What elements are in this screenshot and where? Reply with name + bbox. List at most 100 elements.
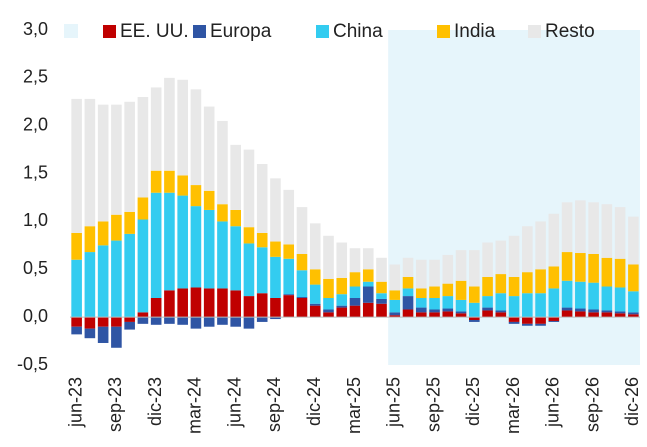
bars	[71, 77, 639, 348]
bar-segment	[455, 280, 467, 300]
bar-segment	[243, 227, 255, 244]
bar-segment	[442, 311, 454, 318]
y-tick-label: 0,0	[23, 306, 48, 326]
x-tick-label: dic-23	[145, 377, 165, 426]
bar-segment	[442, 296, 454, 309]
bar-segment	[203, 209, 215, 289]
y-tick-label: 3,0	[23, 19, 48, 39]
x-tick-label: sep-26	[582, 377, 602, 432]
bar-segment	[71, 326, 82, 335]
bar-segment	[230, 144, 241, 210]
bar-segment	[323, 235, 334, 279]
bar-segment	[429, 309, 440, 313]
legend-label: India	[454, 21, 496, 42]
bar-segment	[469, 286, 480, 303]
bar-segment	[217, 317, 228, 325]
x-tick-label: jun-24	[224, 377, 244, 428]
bar-segment	[217, 204, 228, 222]
bar-segment	[230, 290, 241, 318]
bar-segment	[164, 317, 175, 324]
bar-segment	[336, 242, 348, 278]
bar-segment	[588, 309, 599, 313]
bar-segment	[402, 276, 414, 289]
bar-segment	[296, 253, 308, 271]
bar-segment	[376, 281, 387, 294]
bar-segment	[323, 278, 334, 298]
bar-segment	[336, 307, 348, 318]
bar-segment	[376, 293, 387, 299]
bar-segment	[561, 307, 573, 311]
x-tick-label: dic-25	[463, 377, 483, 426]
bar-segment	[190, 317, 202, 329]
bar-segment	[256, 293, 268, 318]
bar-segment	[84, 98, 96, 227]
bar-segment	[389, 264, 401, 291]
bar-segment	[482, 307, 493, 311]
bar-segment	[535, 293, 546, 318]
bar-segment	[429, 298, 440, 310]
bar-segment	[230, 226, 241, 291]
bar-segment	[124, 321, 135, 330]
bar-segment	[243, 317, 255, 329]
bar-segment	[389, 290, 401, 300]
bar-segment	[482, 276, 493, 297]
bar-segment	[177, 317, 188, 325]
bar-segment	[296, 207, 308, 254]
bar-segment	[177, 195, 188, 289]
bar-segment	[203, 190, 215, 210]
bar-segment	[84, 226, 96, 253]
bar-segment	[336, 305, 348, 308]
bar-segment	[389, 315, 401, 318]
bar-segment	[71, 317, 82, 327]
bar-segment	[217, 288, 228, 318]
bar-segment	[164, 290, 175, 318]
bar-segment	[137, 317, 149, 324]
bar-segment	[482, 242, 493, 277]
bar-segment	[270, 178, 281, 242]
x-tick-label: mar-26	[503, 377, 523, 434]
bar-segment	[349, 298, 361, 306]
bar-segment	[137, 197, 149, 220]
bar-segment	[190, 206, 202, 288]
bar-segment	[575, 281, 586, 309]
bar-segment	[190, 287, 202, 318]
bar-segment	[561, 252, 573, 281]
bar-segment	[628, 312, 639, 315]
bar-segment	[548, 288, 560, 318]
bar-segment	[349, 305, 361, 318]
bar-segment	[429, 312, 440, 318]
bar-segment	[164, 170, 175, 193]
bar-segment	[164, 77, 175, 171]
bar-segment	[469, 317, 480, 321]
bar-segment	[323, 309, 334, 313]
bar-segment	[548, 320, 560, 322]
legend-swatch	[437, 25, 450, 38]
bar-segment	[588, 282, 599, 310]
bar-segment	[270, 256, 281, 298]
bar-segment	[402, 288, 414, 297]
bar-segment	[97, 104, 109, 222]
x-tick-label: dic-24	[304, 377, 324, 426]
bar-segment	[455, 250, 467, 281]
bar-segment	[137, 312, 149, 318]
bar-segment	[256, 317, 268, 322]
bar-segment	[376, 303, 387, 318]
bar-segment	[628, 264, 639, 292]
bar-segment	[124, 101, 135, 212]
bar-segment	[283, 244, 295, 259]
bar-segment	[535, 317, 546, 324]
legend-swatch	[193, 25, 206, 38]
bar-segment	[522, 293, 533, 318]
bar-segment	[349, 248, 361, 273]
bar-segment	[111, 326, 122, 348]
bar-segment	[601, 310, 613, 313]
bar-segment	[415, 312, 427, 318]
bar-segment	[628, 291, 639, 313]
bar-segment	[522, 272, 533, 294]
bar-segment	[508, 296, 520, 318]
bar-segment	[482, 296, 493, 308]
bar-segment	[283, 258, 295, 295]
bar-segment	[111, 104, 122, 215]
bar-segment	[71, 232, 82, 260]
